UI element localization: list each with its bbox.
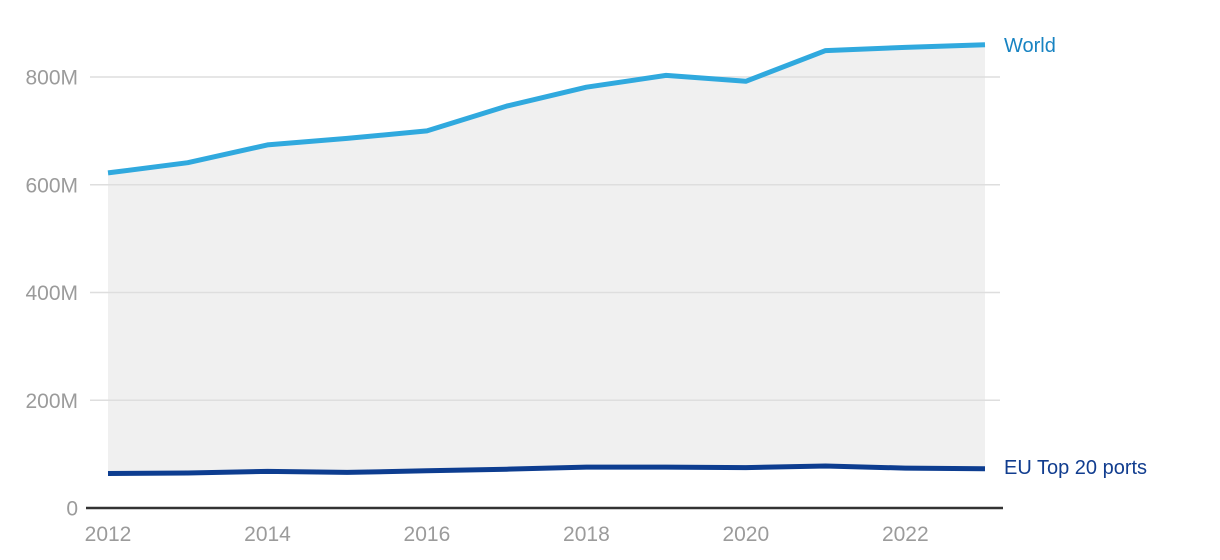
x-tick-label-2016: 2016 [404, 523, 451, 546]
x-tick-label-2022: 2022 [882, 523, 929, 546]
series-label-world: World [1004, 35, 1056, 57]
fill-between-series [108, 44, 985, 474]
series-line-eu-top-20-ports [107, 463, 986, 476]
y-tick-label-600M: 600M [25, 174, 78, 197]
x-tick-label-2018: 2018 [563, 523, 610, 546]
series-label-eu-top-20-ports: EU Top 20 ports [1004, 457, 1148, 479]
x-tick-label-2012: 2012 [85, 523, 132, 546]
x-tick-label-2020: 2020 [722, 523, 769, 546]
y-tick-label-400M: 400M [25, 282, 78, 305]
y-tick-label-0: 0 [66, 498, 78, 521]
series-line-world [107, 42, 986, 176]
y-tick-label-800M: 800M [25, 67, 78, 90]
x-tick-label-2014: 2014 [244, 523, 291, 546]
y-tick-label-200M: 200M [25, 390, 78, 413]
